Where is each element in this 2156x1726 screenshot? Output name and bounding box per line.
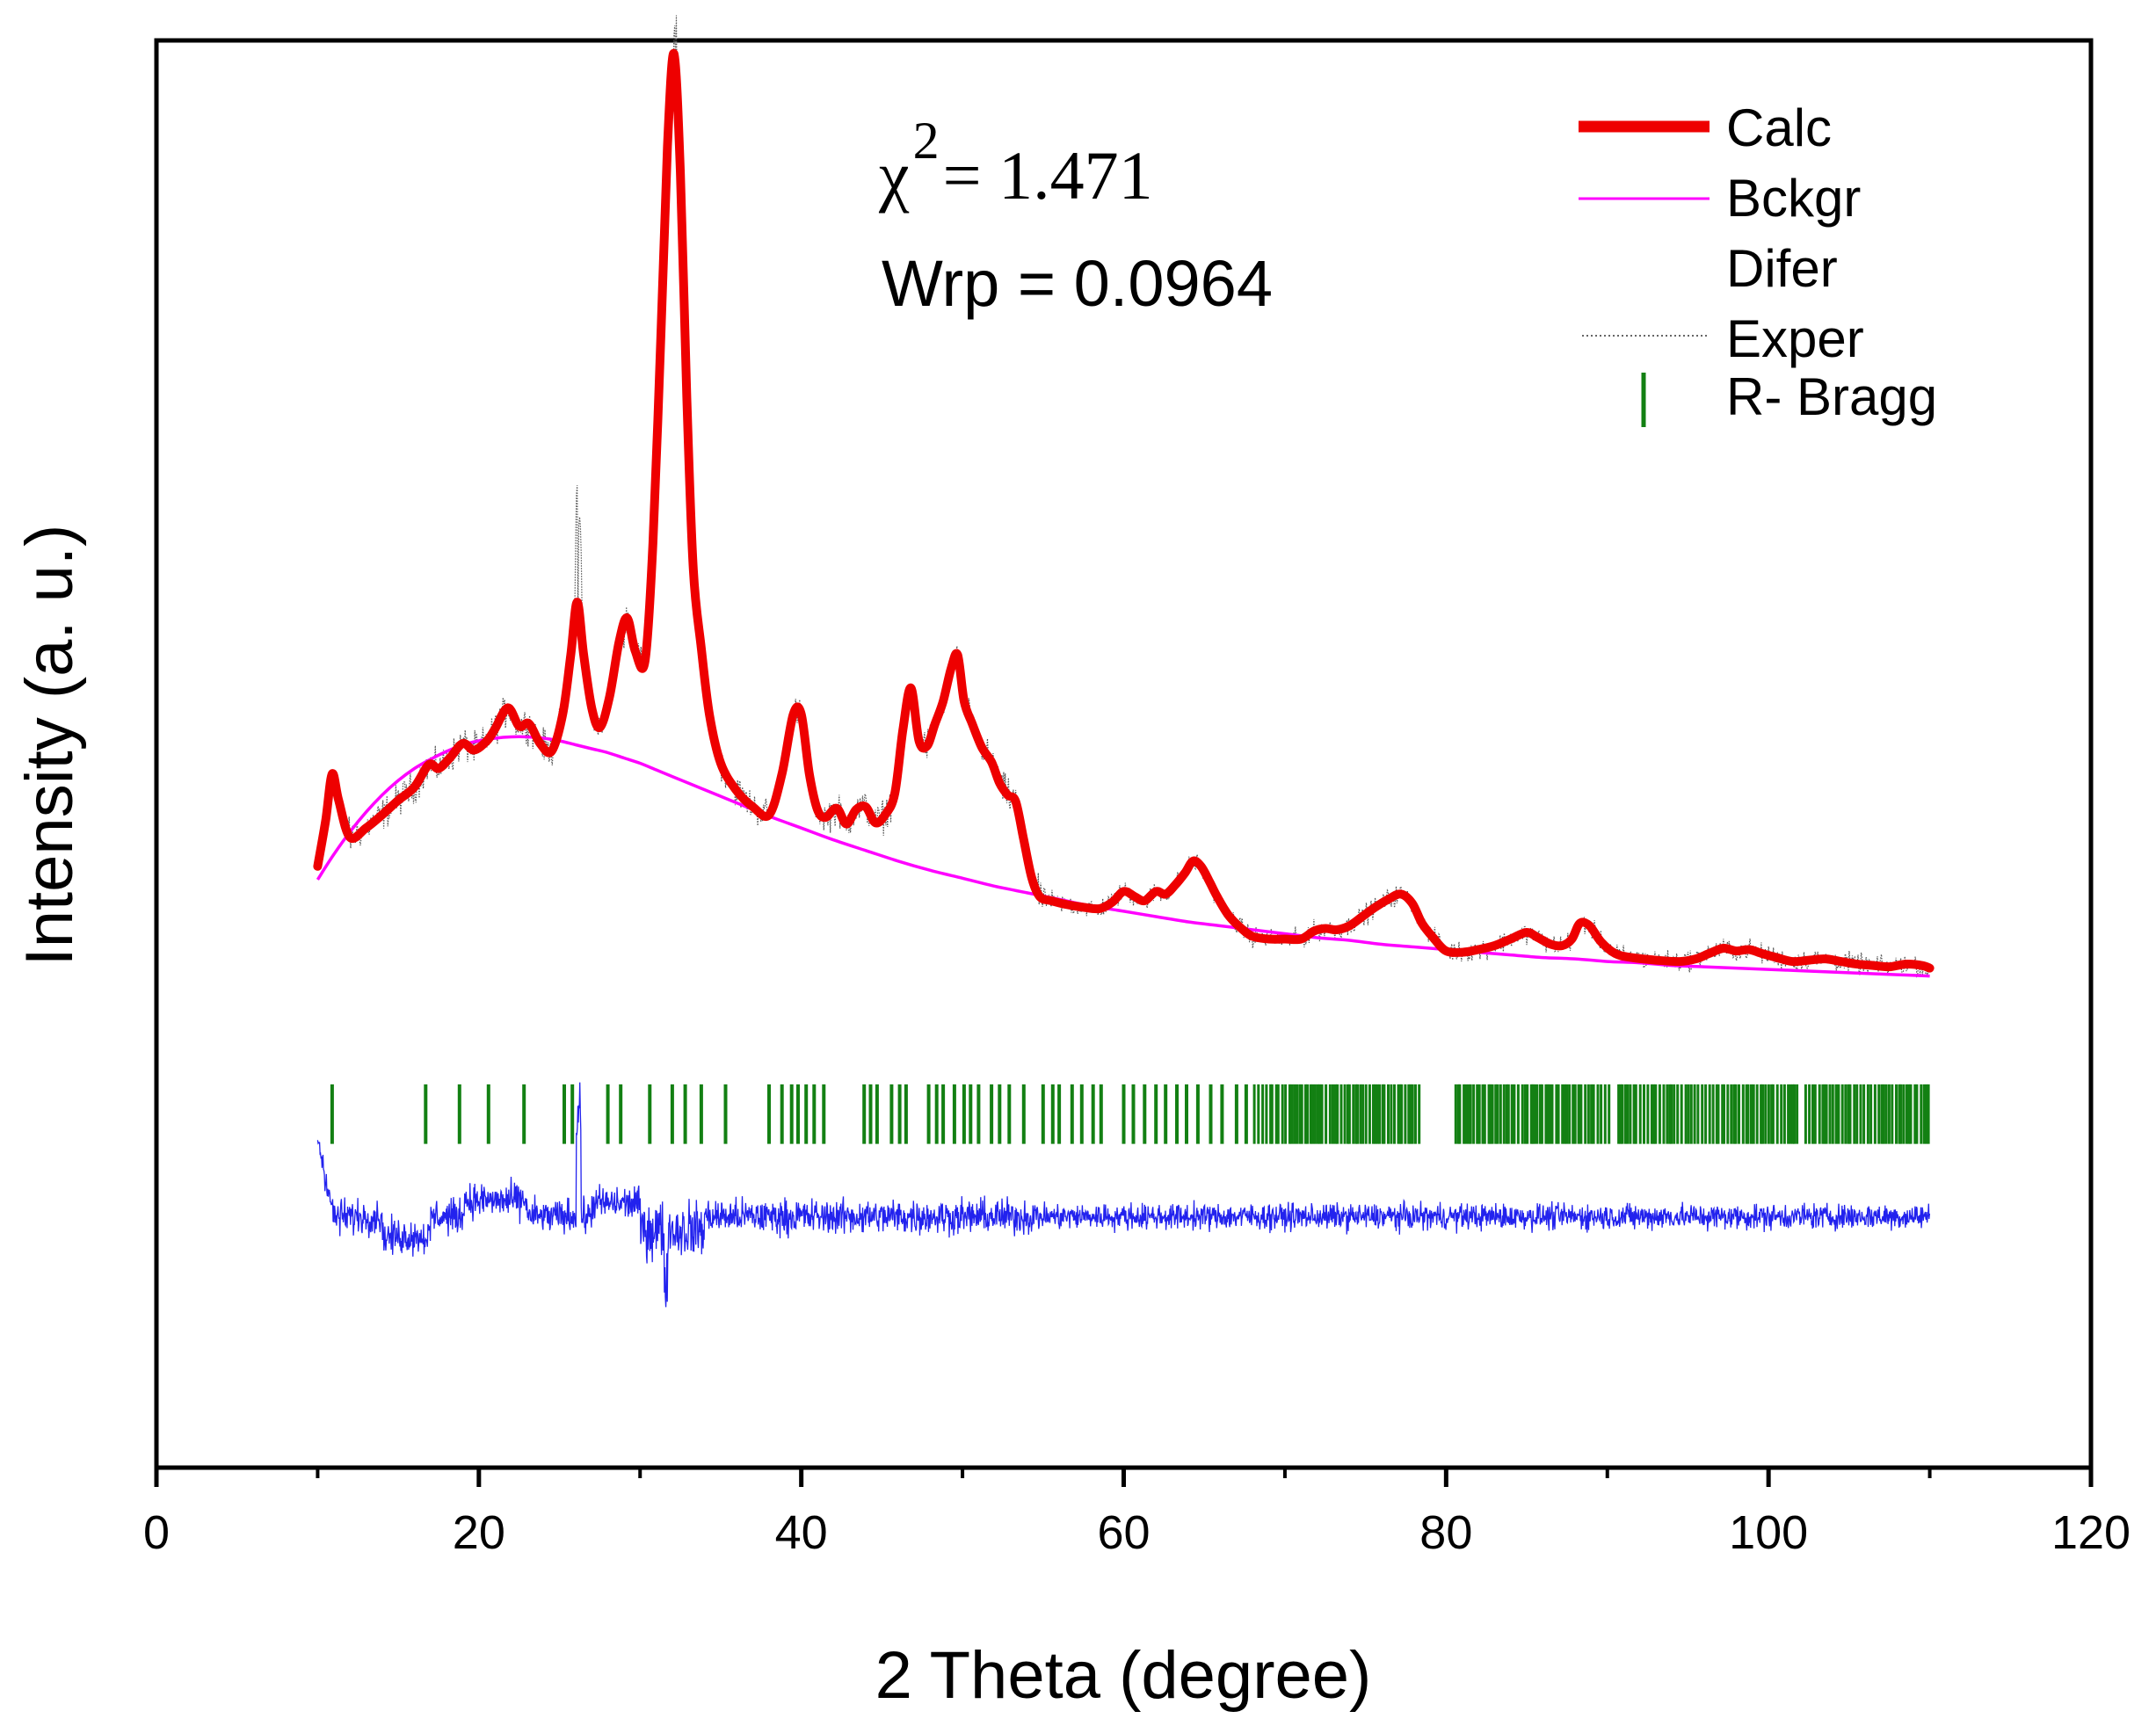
legend: Calc Bckgr Difer Exper R- Bragg — [1579, 98, 1937, 427]
x-axis: 0 20 40 60 80 100 120 — [143, 1468, 2131, 1559]
x-tick-label: 40 — [775, 1506, 828, 1559]
chi-value: = 1.471 — [943, 137, 1153, 214]
chi-symbol: χ — [878, 137, 910, 214]
bragg-ticks — [330, 1084, 1930, 1144]
legend-bckgr-label: Bckgr — [1726, 169, 1861, 228]
x-tick-label: 120 — [2051, 1506, 2131, 1559]
bckgr-line — [316, 735, 1930, 978]
x-axis-title: 2 Theta (degree) — [875, 1638, 1372, 1713]
legend-exper-label: Exper — [1726, 309, 1864, 368]
y-axis-title: Intensity (a. u.) — [12, 525, 87, 967]
difer-series — [316, 1082, 1931, 1308]
x-tick-label: 60 — [1097, 1506, 1150, 1559]
difer-line — [316, 1082, 1931, 1308]
x-tick-label: 80 — [1419, 1506, 1472, 1559]
x-tick-label: 20 — [453, 1506, 505, 1559]
legend-bragg-label: R- Bragg — [1726, 367, 1937, 426]
wrp-annotation: Wrp = 0.0964 — [882, 247, 1273, 320]
chi-square-annotation: χ2= 1.471 — [878, 112, 1153, 214]
calc-line — [313, 48, 1935, 973]
legend-difer-label: Difer — [1726, 239, 1838, 298]
x-tick-label: 100 — [1729, 1506, 1808, 1559]
bckgr-series — [316, 735, 1930, 978]
chi-exponent: 2 — [913, 112, 940, 170]
legend-calc-label: Calc — [1726, 98, 1832, 157]
calc-series — [313, 48, 1935, 973]
x-tick-label: 0 — [143, 1506, 170, 1559]
svg-text:χ2= 1.471: χ2= 1.471 — [878, 112, 1153, 214]
